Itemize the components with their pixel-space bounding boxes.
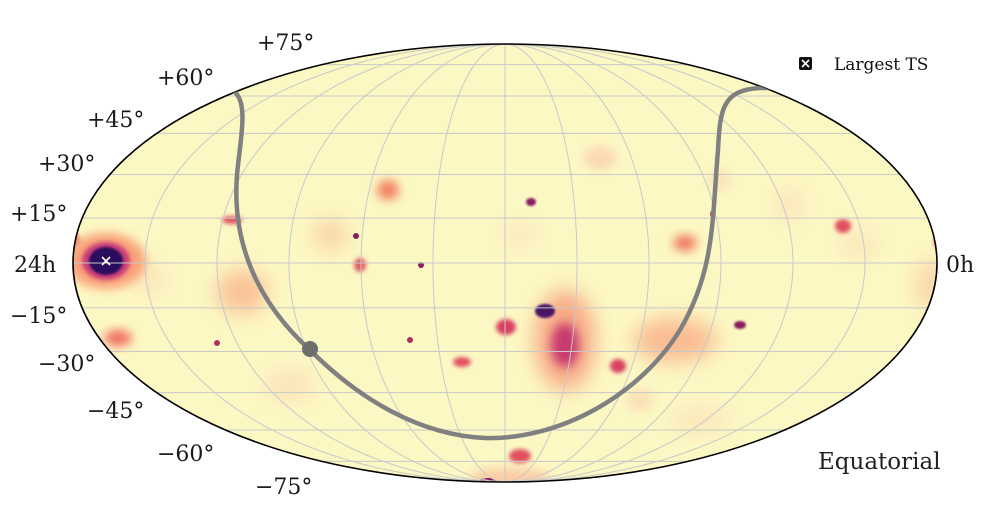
- map-outline: [72, 43, 938, 483]
- meridian-line: [216, 44, 506, 482]
- dec-label: −15°: [10, 304, 67, 329]
- faint-blob: [265, 367, 315, 403]
- hotspot: [214, 340, 220, 346]
- dec-label: +60°: [157, 66, 214, 91]
- meridian-line: [504, 44, 794, 482]
- faint-blob: [626, 388, 654, 412]
- hotspot: [610, 359, 626, 373]
- frame-label: Equatorial: [818, 449, 941, 475]
- hotspot: [104, 330, 132, 346]
- hotspot: [673, 235, 697, 251]
- meridian-line: [288, 44, 506, 482]
- faint-blob: [670, 408, 730, 432]
- hotspot: [407, 337, 413, 343]
- meridian-line: [504, 44, 866, 482]
- track-marker: [302, 341, 318, 357]
- hotspot: [377, 180, 399, 200]
- graticule: [73, 44, 937, 482]
- largest-ts-marker: [101, 256, 111, 266]
- track-curve: [229, 85, 793, 441]
- hotspot: [453, 357, 471, 367]
- dec-label: −30°: [38, 352, 95, 377]
- meridian-line: [504, 44, 722, 482]
- dec-label: −60°: [157, 442, 214, 467]
- ts-map-hotspots: [73, 146, 937, 482]
- meridian-line: [360, 44, 506, 482]
- dec-label: −45°: [87, 399, 144, 424]
- faint-blob: [842, 231, 878, 259]
- faint-blob: [470, 468, 550, 482]
- legend: Largest TS: [799, 55, 928, 75]
- dec-label: +75°: [257, 31, 314, 56]
- dec-label: −75°: [255, 475, 312, 500]
- hotspot: [734, 321, 746, 329]
- faint-blob: [312, 219, 348, 251]
- hotspot: [835, 219, 851, 233]
- dec-label: +45°: [87, 108, 144, 133]
- hotspot: [73, 232, 80, 248]
- faint-blob: [776, 187, 804, 223]
- ra-label-right: 0h: [946, 253, 974, 278]
- hotspot: [526, 198, 536, 206]
- hotspot: [551, 323, 579, 367]
- hotspot: [509, 449, 531, 463]
- faint-blob: [708, 168, 732, 192]
- faint-blob: [584, 146, 616, 170]
- legend-label: Largest TS: [834, 55, 928, 75]
- faint-blob: [916, 259, 937, 311]
- dec-label: +30°: [38, 152, 95, 177]
- boxed-x-icon: [799, 57, 812, 70]
- meridian-line: [504, 44, 650, 482]
- faint-blob: [500, 221, 540, 249]
- ra-label-left: 24h: [14, 253, 56, 278]
- hotspot: [353, 233, 359, 239]
- hotspot: [354, 258, 366, 272]
- dec-label: +15°: [10, 202, 67, 227]
- meridian-line: [144, 44, 506, 482]
- hotspot: [535, 304, 555, 318]
- hotspot: [496, 319, 516, 335]
- meridian-line: [432, 44, 506, 482]
